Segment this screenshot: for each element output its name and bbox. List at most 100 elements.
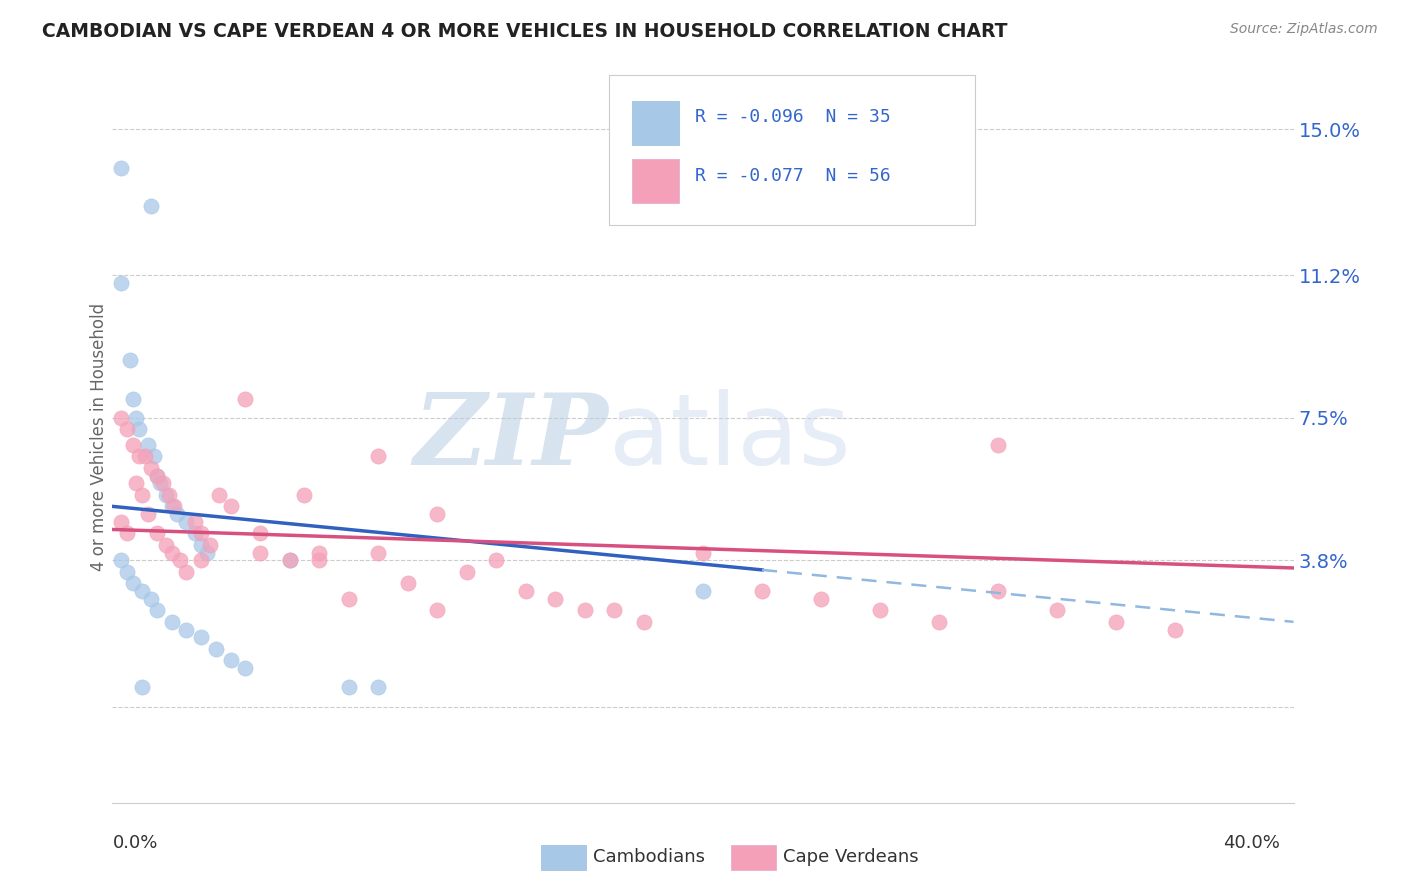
Point bbox=[146, 468, 169, 483]
Point bbox=[160, 545, 183, 559]
Text: CAMBODIAN VS CAPE VERDEAN 4 OR MORE VEHICLES IN HOUSEHOLD CORRELATION CHART: CAMBODIAN VS CAPE VERDEAN 4 OR MORE VEHI… bbox=[42, 22, 1008, 41]
Point bbox=[184, 515, 207, 529]
Point bbox=[174, 565, 197, 579]
Point bbox=[219, 653, 242, 667]
Point bbox=[117, 526, 138, 541]
Point bbox=[426, 603, 449, 617]
Point bbox=[544, 591, 567, 606]
Point bbox=[1164, 623, 1187, 637]
Point bbox=[692, 545, 714, 559]
Point bbox=[367, 450, 389, 464]
Point bbox=[174, 515, 197, 529]
Point bbox=[292, 488, 315, 502]
Y-axis label: 4 or more Vehicles in Household: 4 or more Vehicles in Household bbox=[90, 303, 108, 571]
Point bbox=[163, 500, 186, 514]
FancyBboxPatch shape bbox=[633, 159, 679, 203]
Point bbox=[146, 468, 169, 483]
Point bbox=[633, 615, 655, 629]
Point bbox=[155, 538, 177, 552]
Text: 0.0%: 0.0% bbox=[112, 834, 157, 852]
Point bbox=[233, 392, 256, 406]
Point bbox=[166, 507, 188, 521]
Point bbox=[136, 507, 159, 521]
Point bbox=[139, 591, 162, 606]
Point bbox=[208, 488, 231, 502]
Point bbox=[122, 576, 145, 591]
Point bbox=[869, 603, 891, 617]
Point bbox=[308, 545, 330, 559]
Point bbox=[110, 276, 132, 290]
Point bbox=[249, 526, 271, 541]
Point bbox=[122, 392, 145, 406]
Point bbox=[152, 476, 174, 491]
Point bbox=[367, 545, 389, 559]
Point bbox=[1046, 603, 1069, 617]
Point bbox=[146, 603, 169, 617]
Point bbox=[396, 576, 419, 591]
FancyBboxPatch shape bbox=[633, 101, 679, 145]
Point bbox=[337, 681, 360, 695]
Text: atlas: atlas bbox=[609, 389, 851, 485]
Point bbox=[198, 538, 221, 552]
Point bbox=[603, 603, 626, 617]
Point bbox=[190, 553, 212, 567]
Point bbox=[426, 507, 449, 521]
Point bbox=[485, 553, 508, 567]
Point bbox=[131, 681, 153, 695]
Text: Cambodians: Cambodians bbox=[593, 848, 706, 866]
Text: Cape Verdeans: Cape Verdeans bbox=[783, 848, 918, 866]
Point bbox=[122, 438, 145, 452]
Point bbox=[110, 161, 132, 175]
Point bbox=[184, 526, 207, 541]
Point bbox=[120, 353, 142, 368]
Point bbox=[139, 461, 162, 475]
Text: ZIP: ZIP bbox=[413, 389, 609, 485]
Text: Source: ZipAtlas.com: Source: ZipAtlas.com bbox=[1230, 22, 1378, 37]
Point bbox=[157, 488, 180, 502]
Point bbox=[987, 438, 1010, 452]
Point bbox=[308, 553, 330, 567]
Point bbox=[190, 538, 212, 552]
Point bbox=[125, 410, 148, 425]
Text: 40.0%: 40.0% bbox=[1223, 834, 1279, 852]
Point bbox=[110, 410, 132, 425]
Point bbox=[205, 641, 228, 656]
Point bbox=[146, 526, 169, 541]
Point bbox=[219, 500, 242, 514]
Point bbox=[574, 603, 596, 617]
Point bbox=[131, 584, 153, 599]
Point bbox=[456, 565, 478, 579]
Point bbox=[249, 545, 271, 559]
Point bbox=[128, 422, 150, 436]
Point bbox=[278, 553, 301, 567]
Point bbox=[195, 545, 218, 559]
Point bbox=[134, 450, 156, 464]
Point bbox=[131, 488, 153, 502]
Point bbox=[1105, 615, 1128, 629]
Point bbox=[515, 584, 537, 599]
Point bbox=[125, 476, 148, 491]
Point bbox=[810, 591, 832, 606]
Point bbox=[169, 553, 191, 567]
Point bbox=[160, 615, 183, 629]
Point bbox=[117, 422, 138, 436]
Point bbox=[139, 199, 162, 213]
Point bbox=[928, 615, 950, 629]
Point bbox=[128, 450, 150, 464]
Point bbox=[190, 526, 212, 541]
Point bbox=[136, 438, 159, 452]
Point bbox=[117, 565, 138, 579]
Text: R = -0.096  N = 35: R = -0.096 N = 35 bbox=[695, 109, 890, 127]
Point bbox=[174, 623, 197, 637]
Point bbox=[155, 488, 177, 502]
Point bbox=[110, 515, 132, 529]
Point bbox=[190, 630, 212, 644]
Point bbox=[367, 681, 389, 695]
Point bbox=[142, 450, 165, 464]
FancyBboxPatch shape bbox=[609, 75, 974, 225]
Point bbox=[692, 584, 714, 599]
Text: R = -0.077  N = 56: R = -0.077 N = 56 bbox=[695, 167, 890, 185]
Point bbox=[987, 584, 1010, 599]
Point bbox=[751, 584, 773, 599]
Point bbox=[278, 553, 301, 567]
